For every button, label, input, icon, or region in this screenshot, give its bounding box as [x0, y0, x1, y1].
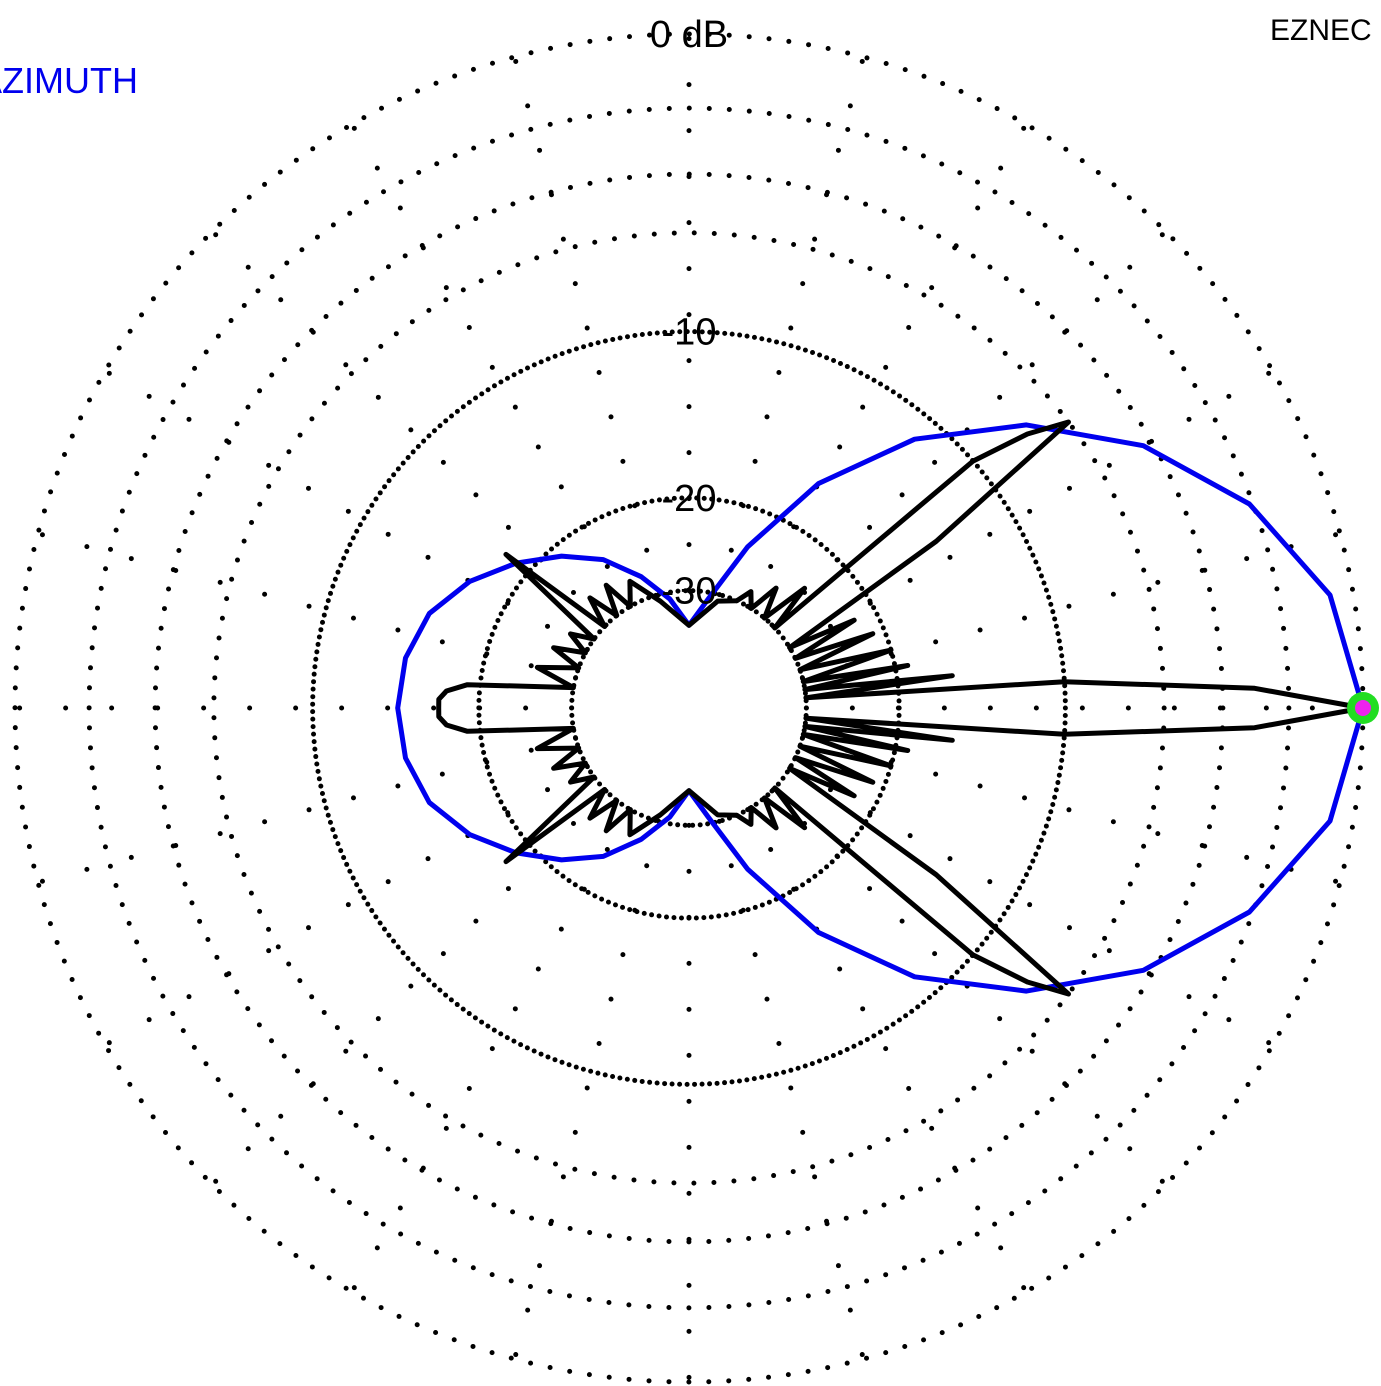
grid-spoke-195 [38, 738, 576, 882]
grid-spoke-210 [105, 767, 587, 1045]
grid-spoke-30 [791, 371, 1273, 649]
radial-tick-label: -30 [662, 571, 717, 613]
radial-tick-label: 0 dB [650, 14, 728, 56]
polar-grid [15, 34, 1363, 1382]
grid-spoke-255 [515, 821, 659, 1359]
grid-spoke-105 [515, 57, 659, 595]
grid-circle-m2db [89, 108, 1289, 1308]
grid-spoke-45 [772, 231, 1166, 625]
grid-spoke-345 [802, 738, 1340, 882]
radial-tick-labels: 0 dB -10 -20 -30 [650, 14, 728, 613]
legend-label-azimuth: AZIMUTH [0, 60, 138, 102]
grid-spoke-225 [212, 791, 606, 1185]
grid-spoke-150 [105, 371, 587, 649]
grid-spoke-120 [352, 124, 630, 606]
grid-circle-m10db [313, 332, 1066, 1085]
app-label: EZNEC [1270, 14, 1372, 48]
marker-inner [1355, 700, 1371, 716]
radial-tick-label: -10 [662, 312, 717, 354]
grid-spoke-75 [719, 57, 863, 595]
grid-spoke-240 [352, 810, 630, 1292]
grid-spoke-135 [212, 231, 606, 625]
grid-spoke-315 [772, 791, 1166, 1185]
grid-circle-m6db [214, 233, 1164, 1183]
grid-spoke-330 [791, 767, 1273, 1045]
grid-spoke-285 [719, 821, 863, 1359]
radial-tick-label: -20 [662, 478, 717, 520]
grid-spoke-165 [38, 534, 576, 678]
max-gain-marker [1347, 692, 1379, 724]
grid-spoke-15 [802, 534, 1340, 678]
